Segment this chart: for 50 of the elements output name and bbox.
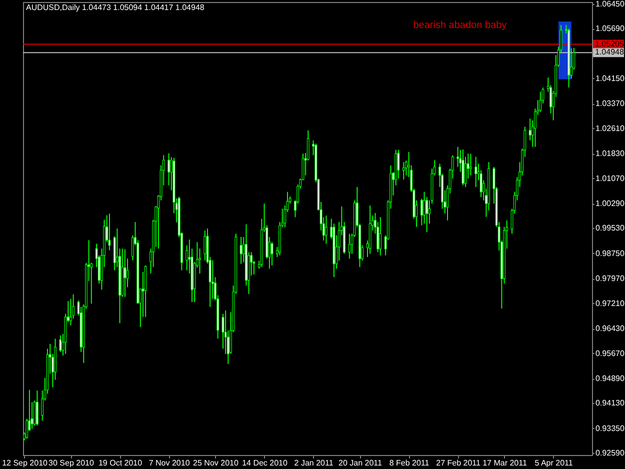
candlestick [59, 334, 62, 352]
ref-line-label: 1.04948 [595, 48, 624, 57]
y-tick-label: 1.05690 [596, 24, 625, 34]
x-tick-label: 20 Jan 2011 [338, 458, 383, 468]
candlestick [420, 198, 423, 226]
ref-line-label: 1.05205 [595, 39, 624, 48]
candlestick [470, 153, 472, 176]
chart-title: AUDUSD,Daily 1.04473 1.05094 1.04417 1.04948 [26, 2, 205, 12]
y-tick-label: 1.01070 [596, 174, 625, 183]
annotation: bearish abadon baby [413, 20, 507, 31]
candlestick [402, 162, 405, 180]
y-tick-label: 0.98750 [596, 248, 625, 258]
y-tick-label: 0.93350 [596, 424, 625, 433]
candlestick [325, 215, 328, 244]
y-tick-label: 1.02610 [596, 124, 625, 133]
candlestick [70, 298, 72, 326]
x-tick-label: 25 Nov 2010 [193, 458, 239, 468]
y-tick-label: 0.97210 [596, 298, 625, 308]
candlestick [474, 156, 478, 188]
x-tick-label: 7 Nov 2010 [148, 458, 190, 468]
candlestick [36, 390, 38, 426]
x-tick-label: 12 Sep 2010 [2, 458, 48, 468]
candlestick [539, 91, 542, 112]
y-tick-label: 0.94890 [596, 374, 625, 384]
candlestick [144, 264, 147, 318]
y-tick-label: 0.99530 [596, 224, 625, 233]
x-tick-label: 17 Mar 2011 [482, 458, 528, 468]
x-tick-label: 14 Dec 2010 [242, 458, 288, 468]
y-tick-label: 1.04150 [596, 74, 625, 83]
candlestick [204, 230, 206, 261]
x-tick-label: 27 Feb 2011 [436, 458, 482, 468]
x-tick-label: 8 Feb 2011 [389, 458, 430, 468]
candlestick [108, 213, 111, 251]
candlestick [379, 216, 382, 256]
candlestick [124, 248, 126, 298]
x-tick-label: 5 Apr 2011 [534, 458, 574, 468]
candlestick [348, 233, 351, 260]
y-tick-label: 0.95670 [596, 348, 625, 358]
y-tick-label: 0.92590 [596, 448, 625, 458]
x-tick-label: 30 Sep 2010 [48, 458, 94, 468]
y-tick-label: 1.06450 [596, 0, 625, 8]
x-tick-label: 2 Jan 2011 [294, 458, 334, 468]
y-tick-label: 0.96430 [596, 324, 625, 334]
candlestick [240, 236, 242, 264]
y-tick-label: 1.01830 [596, 149, 625, 158]
y-tick-label: 0.94130 [596, 398, 625, 408]
y-tick-label: 0.97970 [596, 274, 625, 284]
y-tick-label: 1.00290 [596, 199, 625, 208]
y-tick-label: 1.03370 [596, 99, 625, 108]
x-tick-label: 19 Oct 2010 [98, 458, 143, 468]
